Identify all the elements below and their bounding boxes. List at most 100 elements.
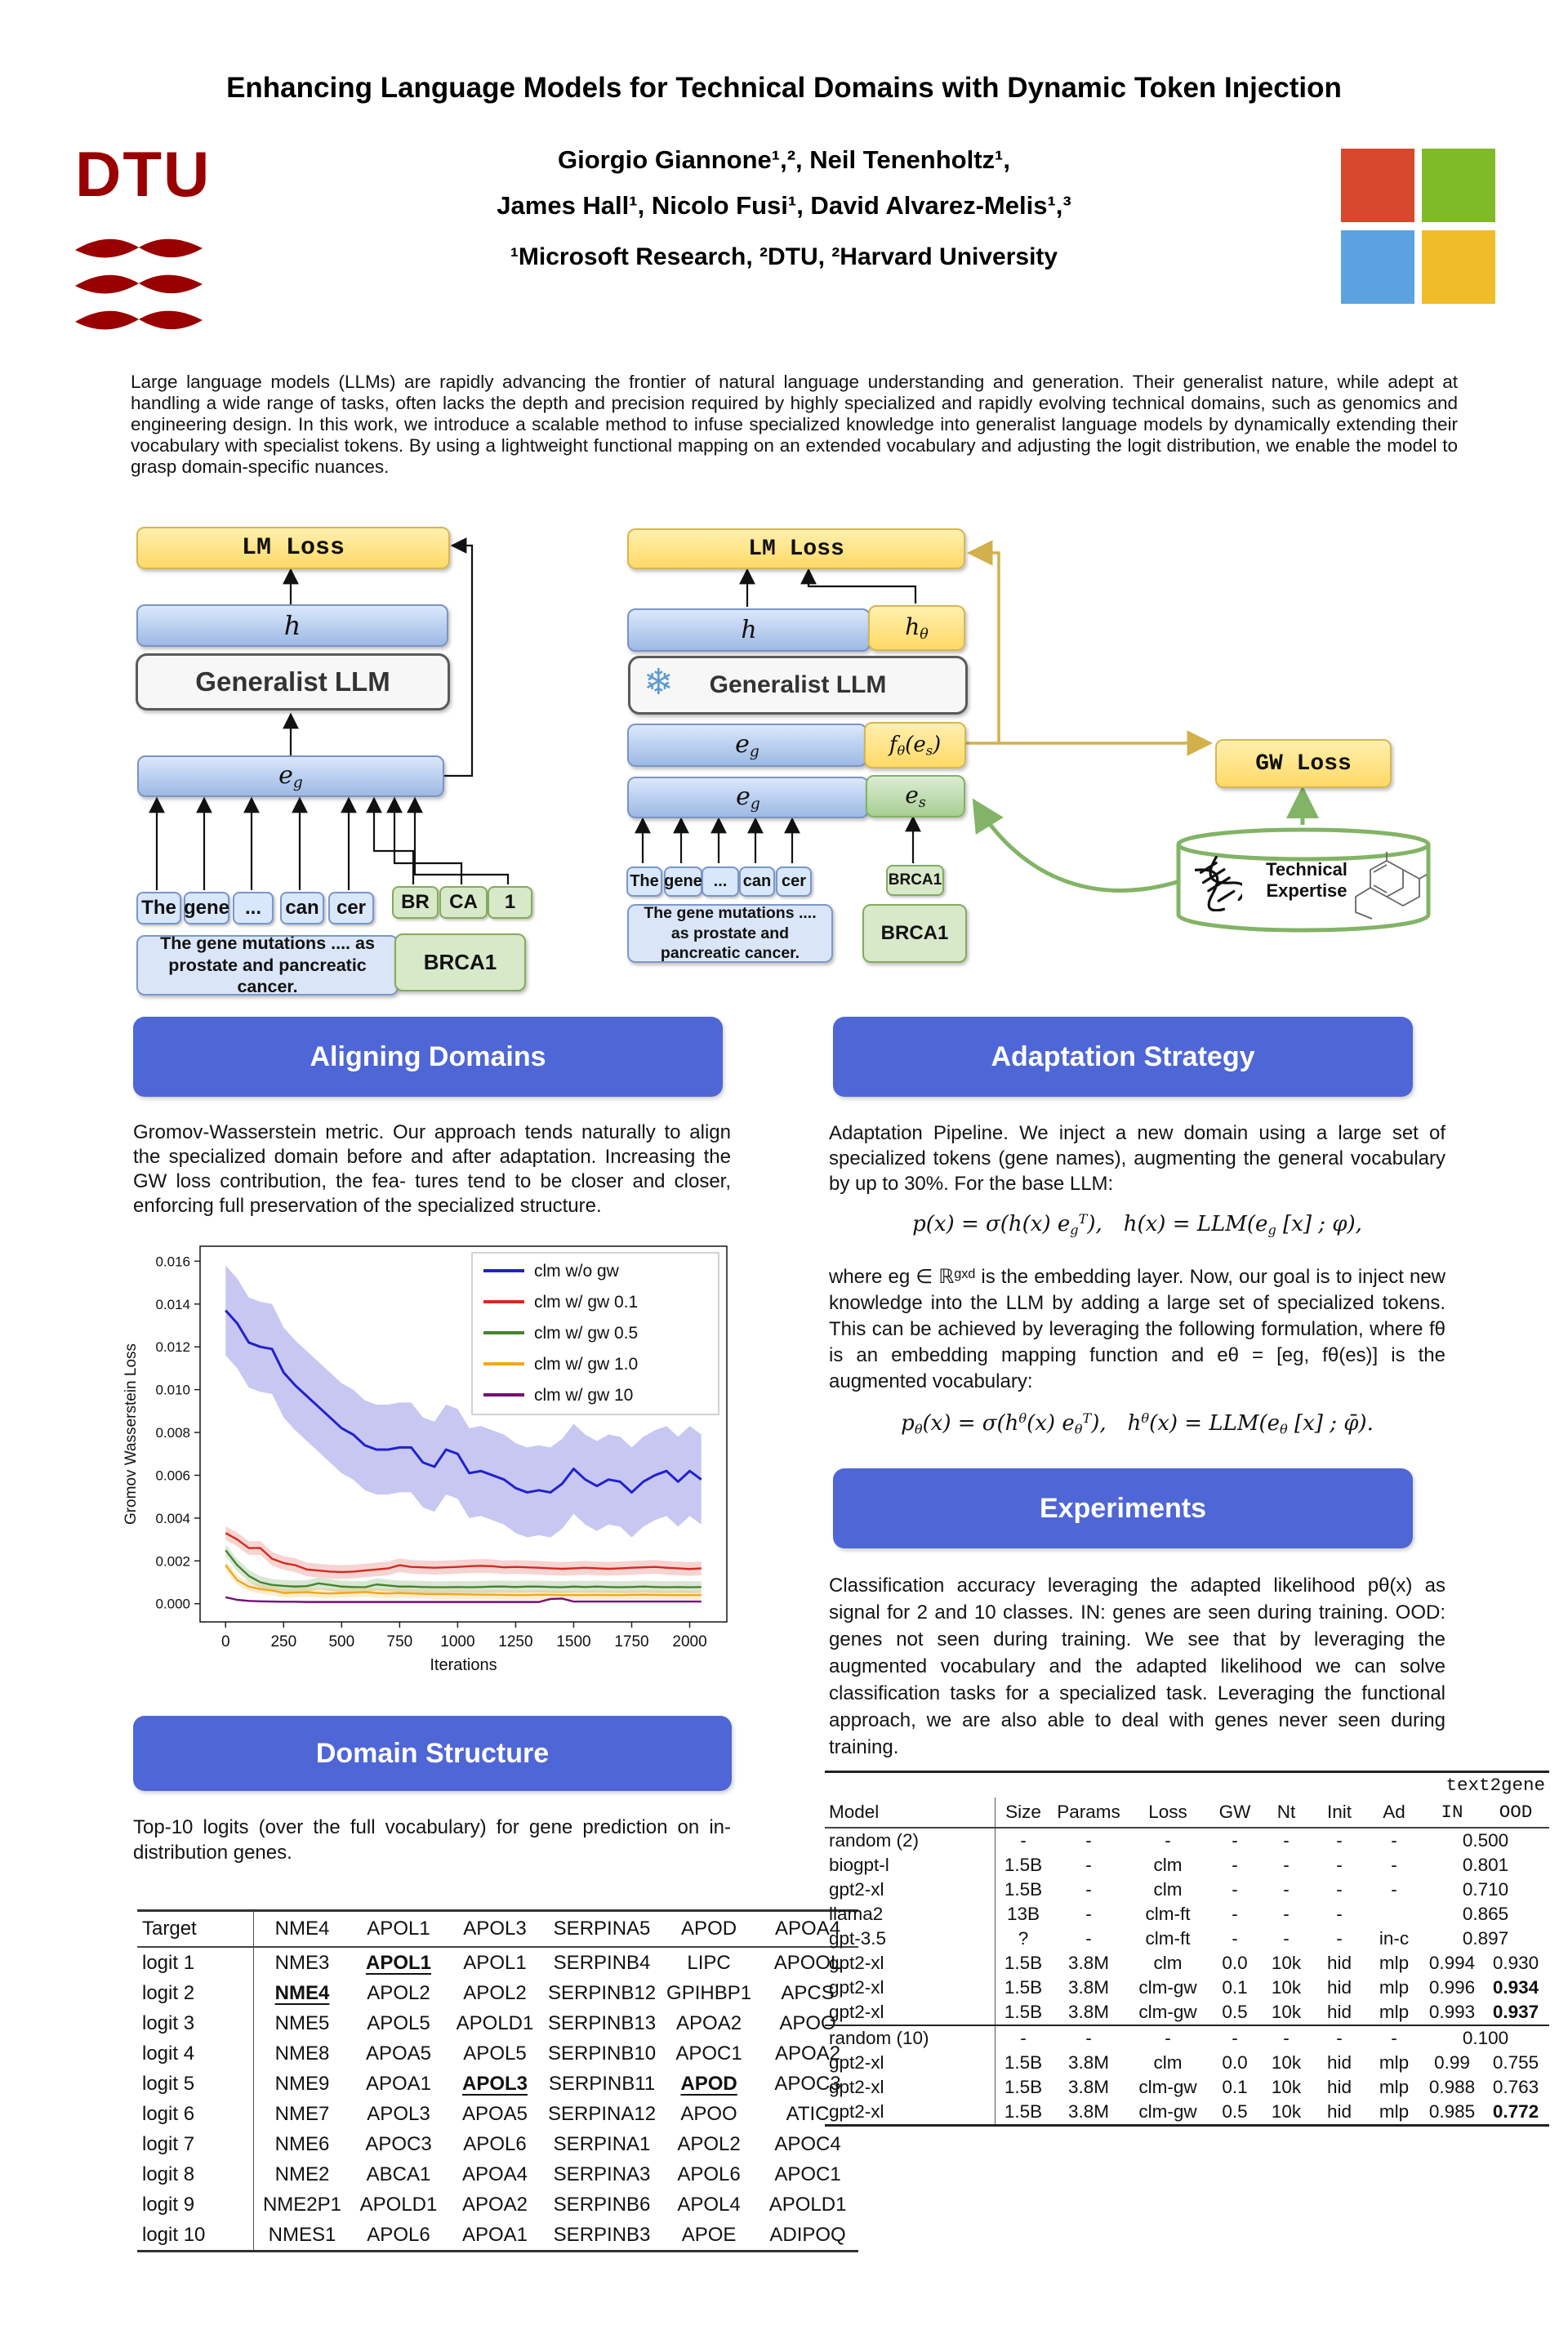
token-left-gene-0: BR [392, 886, 439, 919]
adaptation-body1: Adaptation Pipeline. We inject a new dom… [829, 1122, 1446, 1195]
right-eg2-sub: g [750, 795, 760, 813]
logits-cell: APOL1 [365, 1951, 431, 1974]
logits-cell: APOL3 [461, 2072, 528, 2095]
token-left-3: can [280, 892, 324, 924]
logits-row-label: logit 3 [137, 2008, 254, 2038]
svg-text:750: 750 [387, 1633, 413, 1650]
results-accuracy-ood: 0.930 [1492, 1953, 1539, 1973]
svg-text:0.004: 0.004 [155, 1511, 190, 1526]
right-llm-box: ❄ Generalist LLM [628, 656, 968, 715]
left-gene-box: BRCA1 [394, 933, 526, 991]
results-cell: 1.5B [995, 2000, 1051, 2025]
svg-text:clm w/ gw 1.0: clm w/ gw 1.0 [534, 1355, 638, 1374]
f2-sup3: θ [1141, 1410, 1150, 1426]
results-cell: - [1232, 1855, 1238, 1875]
results-cell: llama2 [829, 1904, 884, 1924]
results-cell: - [1336, 1879, 1343, 1900]
f2-seg4: ), [1091, 1410, 1107, 1436]
results-cell: clm-ft [1145, 1928, 1191, 1949]
es-base: e [905, 782, 919, 809]
snowflake-icon: ❄ [644, 662, 674, 703]
results-cell: - [1312, 2025, 1366, 2051]
logits-cell: NME2P1 [262, 2193, 342, 2216]
svg-text:0.000: 0.000 [155, 1597, 190, 1612]
logits-cell: SERPINB6 [553, 2193, 651, 2216]
results-cell: - [995, 2025, 1051, 2051]
logits-cell: NME8 [274, 2042, 330, 2065]
logits-cell: APOL4 [677, 2193, 741, 2216]
svg-text:Gromov Wasserstein Loss: Gromov Wasserstein Loss [122, 1343, 140, 1525]
logits-cell: ABCA1 [366, 2163, 431, 2185]
results-cell: - [1085, 1879, 1092, 1900]
left-h-box: h [136, 604, 448, 647]
f2-sub3: θ [1280, 1421, 1288, 1437]
results-header-5: Nt [1260, 1797, 1312, 1829]
svg-text:1500: 1500 [556, 1633, 590, 1650]
logits-cell: APOA2 [676, 2011, 742, 2034]
right-f-theta-box: fθ(es) [864, 722, 966, 768]
results-cell: - [1232, 1904, 1238, 1924]
results-cell: - [1085, 1904, 1092, 1924]
logits-row-label: logit 10 [137, 2220, 254, 2252]
results-cell: clm [1153, 1953, 1183, 1973]
results-cell: - [1336, 1904, 1343, 1924]
results-cell: random (2) [829, 1830, 920, 1851]
affiliations: ¹Microsoft Research, ²DTU, ²Harvard Univ… [510, 243, 1058, 270]
logits-cell: NME4 [274, 1981, 330, 2004]
f2-sup2: T [1082, 1410, 1092, 1426]
results-accuracy-in: 0.994 [1428, 1953, 1476, 1973]
logits-cell: APOL5 [367, 2011, 430, 2034]
results-header-9: OOD [1482, 1797, 1549, 1829]
logits-cell: APOC1 [675, 2042, 742, 2065]
results-header-3: Loss [1126, 1797, 1209, 1829]
logits-cell: APOO [680, 2102, 737, 2125]
results-cell: 3.8M [1067, 1977, 1110, 1998]
results-header-8: IN [1422, 1797, 1482, 1829]
results-cell: - [1391, 1830, 1397, 1851]
logits-cell: ATIC [786, 2102, 830, 2125]
dna-icon [1195, 856, 1242, 911]
es-sub: s [918, 794, 926, 811]
f-seg3: ) [932, 732, 942, 757]
f2-seg6: (x) = LLM(e [1149, 1410, 1281, 1436]
results-accuracy-in: 0.985 [1428, 2101, 1476, 2122]
left-llm-box: Generalist LLM [136, 653, 450, 710]
results-cell: clm-gw [1138, 2002, 1197, 2022]
f-seg2: (e [905, 732, 926, 757]
logits-cell: NME6 [274, 2132, 330, 2155]
token-left-1: gene [184, 892, 229, 924]
gw-loss-chart: 0.000 0.002 0.004 0.006 0.008 0.010 0.012 0.014… [122, 1245, 728, 1674]
logits-cell: SERPINA3 [553, 2163, 651, 2185]
logits-cell: APOL2 [463, 1981, 527, 2004]
svg-text:2000: 2000 [672, 1633, 706, 1650]
results-cell: gpt2-xl [829, 1879, 884, 1900]
f2-sub2: θ [1074, 1421, 1083, 1437]
left-eg-base: e [278, 760, 293, 790]
logits-cell: APOC1 [774, 2163, 841, 2185]
results-table: text2gene Model Size Params Loss GW Nt Init Ad IN… [825, 1771, 1549, 2127]
results-cell: - [1283, 1855, 1290, 1875]
results-cell: clm [1153, 1879, 1183, 1900]
results-cell [1366, 1902, 1422, 1927]
logits-cell: APOL2 [367, 1981, 430, 2004]
logits-cell: APOL2 [677, 2132, 741, 2155]
token-right-3: can [739, 866, 775, 897]
f1-sub2: g [1267, 1222, 1276, 1238]
logits-cell: APOC3 [365, 2132, 432, 2155]
results-accuracy-single: 0.500 [1462, 1830, 1509, 1851]
token-left-gene-2: 1 [488, 886, 532, 919]
logits-cell: SERPINA1 [553, 2132, 651, 2155]
logits-cell: SERPINB12 [548, 1981, 657, 2004]
logits-table: Target NME4 APOL1 APOL3 SERPINA5 APOD APOA4 log… [137, 1909, 859, 2252]
ms-square-yellow [1422, 229, 1495, 304]
f-sub2: s [925, 742, 933, 759]
svg-text:0.012: 0.012 [155, 1339, 190, 1355]
logits-cell: APOL5 [463, 2042, 527, 2065]
left-lm-loss-box: LM Loss [136, 527, 450, 569]
results-accuracy-ood: 0.934 [1492, 1977, 1539, 1998]
results-cell: 0.1 [1222, 2077, 1248, 2097]
results-cell: - [1260, 2025, 1312, 2051]
svg-text:500: 500 [328, 1633, 354, 1650]
token-left-4: cer [328, 892, 374, 924]
